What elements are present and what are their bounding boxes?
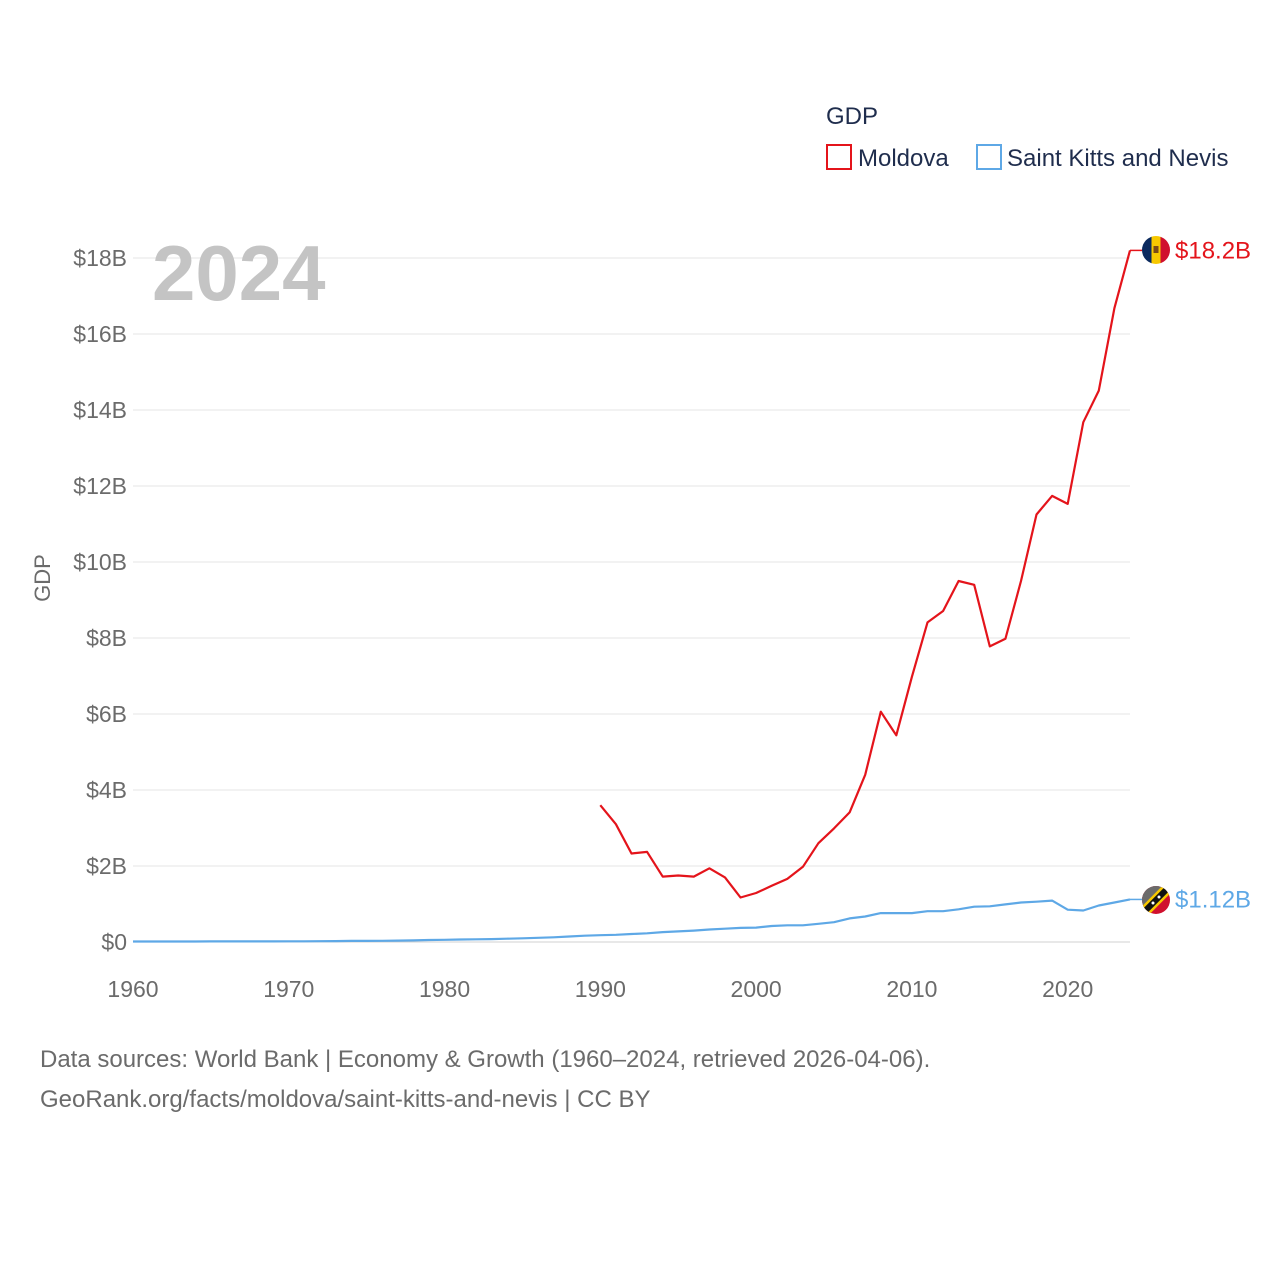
y-tick-label: $2B xyxy=(86,853,127,879)
legend-label-saint-kitts-and-nevis: Saint Kitts and Nevis xyxy=(1007,145,1228,172)
x-tick-label: 2010 xyxy=(886,976,937,1002)
y-axis-title: GDP xyxy=(30,554,55,602)
series-line-moldova[interactable] xyxy=(599,250,1132,899)
x-tick-label: 1980 xyxy=(419,976,470,1002)
y-tick-label: $4B xyxy=(86,777,127,803)
y-tick-label: $12B xyxy=(73,473,127,499)
end-label-moldova: $18.2B xyxy=(1175,237,1251,264)
end-label-saint-kitts-and-nevis: $1.12B xyxy=(1175,886,1251,913)
legend: GDP Moldova Saint Kitts and Nevis xyxy=(826,103,1228,172)
source-line-1: Data sources: World Bank | Economy & Gro… xyxy=(40,1046,931,1073)
y-tick-label: $0 xyxy=(101,929,127,955)
legend-swatch-saint-kitts-and-nevis xyxy=(976,144,1002,170)
legend-item-saint-kitts-and-nevis[interactable]: Saint Kitts and Nevis xyxy=(976,144,1228,172)
series-layer xyxy=(133,249,1142,943)
x-tick-label: 2000 xyxy=(731,976,782,1002)
grid-layer xyxy=(133,257,1130,943)
x-axis-ticks: 1960 1970 1980 1990 2000 2010 2020 xyxy=(107,976,1093,1002)
legend-swatch-moldova xyxy=(826,144,852,170)
moldova-flag-icon xyxy=(1142,236,1170,264)
data-sources: Data sources: World Bank | Economy & Gro… xyxy=(40,1040,1240,1120)
x-tick-label: 1960 xyxy=(107,976,158,1002)
legend-label-moldova: Moldova xyxy=(858,145,949,172)
x-tick-label: 2020 xyxy=(1042,976,1093,1002)
x-tick-label: 1970 xyxy=(263,976,314,1002)
y-axis-ticks: $0 $2B $4B $6B $8B $10B $12B $14B $16B $18B xyxy=(73,245,127,955)
legend-title: GDP xyxy=(826,103,878,130)
source-line-2[interactable]: GeoRank.org/facts/moldova/saint-kitts-an… xyxy=(40,1086,651,1113)
y-tick-label: $8B xyxy=(86,625,127,651)
x-tick-label: 1990 xyxy=(575,976,626,1002)
series-line-saint-kitts-and-nevis[interactable] xyxy=(133,898,1131,943)
end-labels: $18.2B $1.12B xyxy=(1175,237,1251,913)
y-tick-label: $10B xyxy=(73,549,127,575)
year-label: 2024 xyxy=(152,229,326,317)
y-tick-label: $18B xyxy=(73,245,127,271)
y-tick-label: $6B xyxy=(86,701,127,727)
legend-item-moldova[interactable]: Moldova xyxy=(826,144,949,172)
saint-kitts-and-nevis-flag-icon xyxy=(1142,886,1170,914)
y-tick-label: $14B xyxy=(73,397,127,423)
y-tick-label: $16B xyxy=(73,321,127,347)
